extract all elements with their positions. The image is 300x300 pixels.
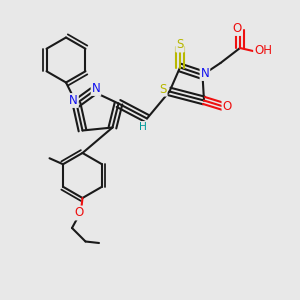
Text: H: H [139, 122, 146, 132]
Text: N: N [69, 94, 78, 107]
Text: O: O [74, 206, 83, 220]
Text: S: S [159, 82, 167, 96]
Text: O: O [232, 22, 242, 35]
Text: OH: OH [254, 44, 272, 58]
Text: S: S [176, 38, 184, 52]
Text: N: N [200, 67, 209, 80]
Text: O: O [223, 100, 232, 113]
Text: N: N [92, 82, 100, 95]
